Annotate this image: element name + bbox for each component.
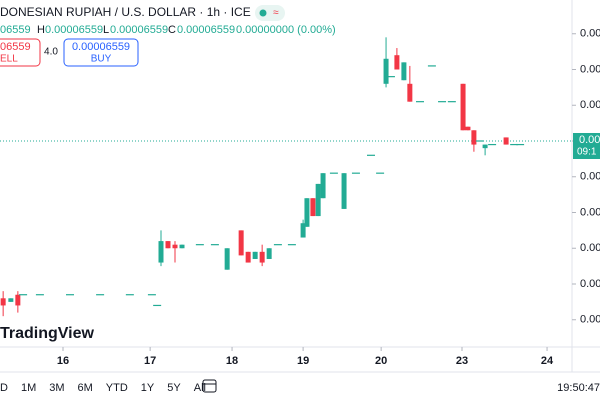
- candle-body: [179, 244, 185, 249]
- range-buttons: D 1M 3M 6M YTD 1Y 5Y All: [0, 382, 206, 394]
- spread: 4.0: [44, 47, 58, 58]
- candle-body: [315, 183, 321, 217]
- plot-area: [0, 37, 572, 317]
- x-tick-label: 23: [456, 355, 468, 367]
- y-tick-label: 0.000: [580, 99, 600, 111]
- x-tick-label: 17: [144, 355, 156, 367]
- candle-body: [471, 130, 477, 145]
- symbol-title: DONESIAN RUPIAH / U.S. DOLLAR · 1h · ICE: [0, 5, 251, 19]
- ohlc-open: 06559: [0, 24, 31, 36]
- candle-body: [460, 83, 466, 131]
- candle-body: [252, 251, 258, 259]
- candle-body: [158, 241, 164, 263]
- status-icon: ≈: [273, 8, 279, 19]
- ohlc-low: 0.00006559: [110, 24, 168, 36]
- candle-body: [165, 241, 171, 249]
- candle-body: [259, 251, 265, 263]
- logo: TradingView: [0, 325, 95, 342]
- candle-body: [383, 58, 389, 84]
- range-button[interactable]: YTD: [106, 382, 128, 394]
- buy-button[interactable]: [63, 38, 139, 67]
- range-button[interactable]: 1Y: [141, 382, 155, 394]
- candle-body: [394, 55, 400, 70]
- range-button[interactable]: 3M: [49, 382, 64, 394]
- candle-body: [0, 298, 6, 306]
- buy-label: BUY: [91, 54, 112, 65]
- y-tick-label: 0.000: [580, 242, 600, 254]
- y-tick-label: 0.000: [580, 63, 600, 75]
- candle-body: [310, 198, 316, 217]
- calendar-icon[interactable]: [202, 379, 217, 393]
- candle-body: [8, 298, 14, 302]
- sell-label: ELL: [0, 54, 18, 65]
- sell-button[interactable]: [0, 38, 41, 67]
- candle-body: [300, 223, 306, 238]
- candle-body: [15, 294, 21, 306]
- ohlc-low-label: L: [103, 24, 109, 36]
- ohlc-high: 0.00006559: [45, 24, 103, 36]
- candle-body: [266, 248, 272, 259]
- clock: 19:50:47: [557, 382, 600, 394]
- y-tick-label: 0.000: [580, 278, 600, 290]
- candle-body: [320, 173, 326, 199]
- x-tick-label: 18: [226, 355, 238, 367]
- ohlc-change: 0.00000000 (0.00%): [236, 24, 336, 36]
- candle-body: [465, 126, 471, 131]
- buy-price: 0.00006559: [72, 41, 130, 53]
- ohlc-close-label: C: [168, 24, 176, 36]
- candle-body: [224, 248, 230, 270]
- x-tick-label: 16: [57, 355, 69, 367]
- candle-body: [401, 62, 407, 81]
- status-pill[interactable]: [255, 5, 285, 21]
- candle-body: [238, 230, 244, 256]
- candle-body: [304, 198, 310, 227]
- range-button[interactable]: 6M: [78, 382, 93, 394]
- sell-price: 06559: [0, 41, 31, 53]
- candle-body: [341, 173, 347, 209]
- range-button[interactable]: 5Y: [167, 382, 181, 394]
- candle-body: [503, 137, 509, 145]
- y-tick-label: 0.000: [580, 171, 600, 183]
- y-tick-label: 0.000: [580, 206, 600, 218]
- ohlc-close: 0.00006559: [177, 24, 235, 36]
- candle-body: [172, 244, 178, 249]
- y-tick-label: 0.000: [580, 314, 600, 326]
- status-dot: [259, 9, 267, 17]
- candle-body: [482, 144, 488, 149]
- last-price-box: [573, 133, 600, 159]
- ohlc-high-label: H: [37, 24, 45, 36]
- candle-body: [245, 251, 251, 263]
- range-button[interactable]: 1M: [21, 382, 36, 394]
- candle-body: [407, 83, 413, 102]
- x-tick-label: 19: [297, 355, 309, 367]
- last-price-time: 09:1: [577, 147, 597, 158]
- x-tick-label: 24: [541, 355, 554, 367]
- y-tick-label: 0.000: [580, 28, 600, 40]
- x-tick-label: 20: [375, 355, 387, 367]
- last-price-label: 0.00: [579, 134, 600, 146]
- range-button[interactable]: D: [0, 382, 8, 394]
